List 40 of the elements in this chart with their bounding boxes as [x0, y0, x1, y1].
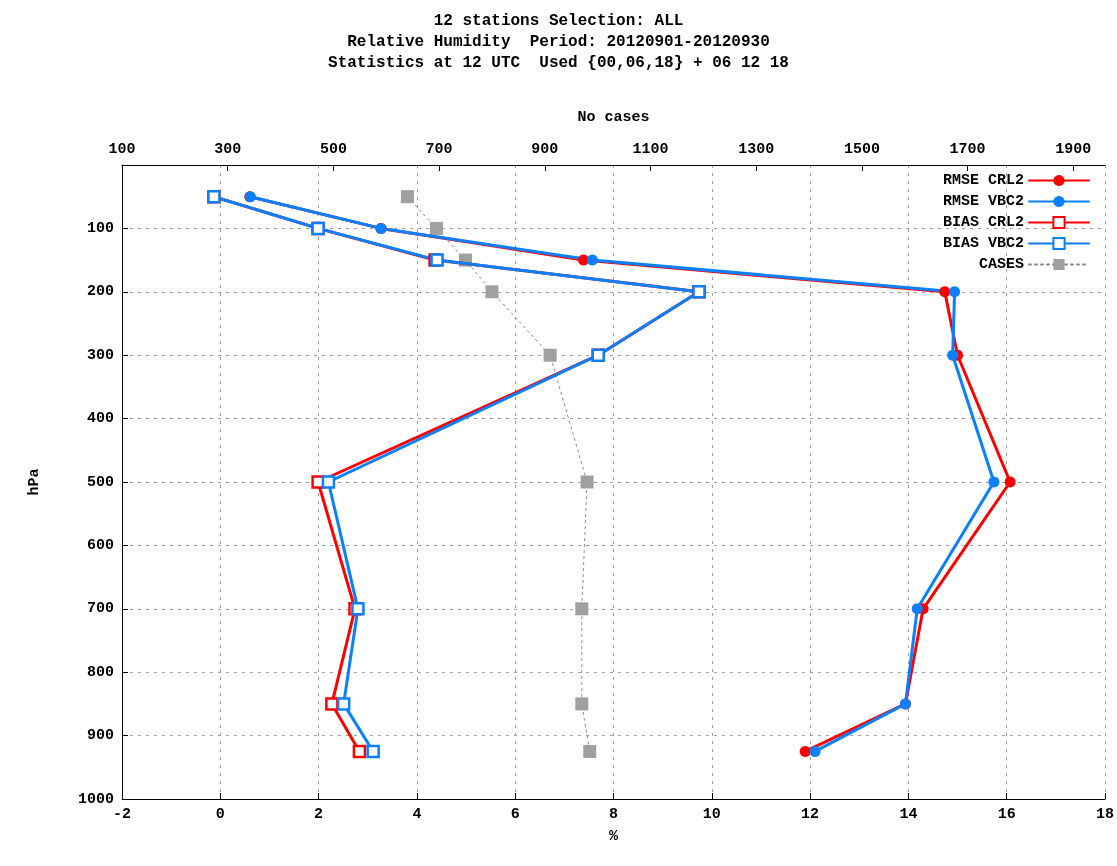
y-tick-label: 700: [86, 600, 114, 618]
legend-label: BIAS VBC2: [942, 235, 1024, 252]
x2-axis-title: No cases: [577, 109, 650, 126]
x2-tick-label: 1300: [738, 141, 775, 158]
y-tick-label: 800: [86, 663, 114, 681]
y-tick-label: 500: [86, 473, 114, 491]
x-tick-label: 14: [899, 806, 918, 823]
x2-tick-label: 1700: [949, 141, 986, 158]
y-axis-title: hPa: [26, 468, 43, 496]
x2-tick-label: 300: [214, 141, 242, 158]
x-tick-label: 4: [412, 806, 422, 823]
y-tick-label: 200: [86, 283, 114, 301]
x-tick-label: 18: [1095, 806, 1115, 823]
x-tick-label: 2: [314, 806, 324, 823]
x2-tick-label: 700: [425, 141, 453, 158]
y-tick-label: 900: [86, 727, 114, 745]
x2-tick-label: 500: [319, 141, 347, 158]
y-tick-label: 1000: [77, 790, 114, 808]
x2-tick-label: 100: [108, 141, 136, 158]
y-tick-label: 300: [86, 346, 114, 364]
x-axis-title: %: [608, 828, 619, 845]
legend-label: BIAS CRL2: [942, 214, 1024, 231]
x-tick-label: 12: [801, 806, 820, 823]
x2-tick-label: 1900: [1055, 141, 1092, 158]
legend-label: CASES: [978, 256, 1024, 273]
legend-label: RMSE CRL2: [942, 172, 1024, 189]
legend-label: RMSE VBC2: [942, 193, 1024, 210]
x-tick-label: 16: [997, 806, 1016, 823]
y-tick-label: 400: [86, 410, 114, 428]
x-tick-label: 6: [510, 806, 520, 823]
x-tick-label: -2: [112, 806, 132, 823]
chart-title: 12 stations Selection: ALL Relative Humidity Period: 20120901-20120930 Statistics at 12 UTC Used {00,06,18} + 06 12 18: [328, 11, 789, 72]
x2-tick-label: 1100: [632, 141, 669, 158]
y-tick-label: 600: [86, 536, 114, 554]
x2-tick-label: 900: [531, 141, 559, 158]
x2-tick-label: 1500: [843, 141, 880, 158]
y-tick-label: 100: [86, 219, 114, 237]
x-tick-label: 0: [215, 806, 225, 823]
x-tick-label: 8: [608, 806, 619, 823]
x-tick-label: 10: [702, 806, 721, 823]
